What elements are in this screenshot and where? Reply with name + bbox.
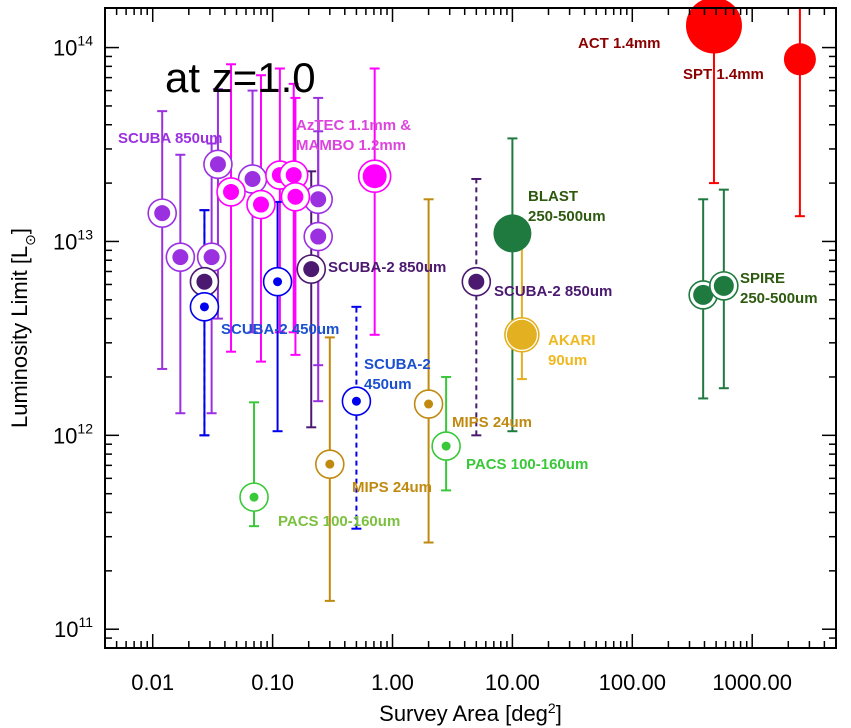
y-tick-exponent: 13 (77, 226, 93, 242)
series-label: SCUBA 850um (118, 130, 222, 147)
series-label: SPIRE (740, 270, 785, 287)
y-tick-mantissa: 10 (53, 423, 77, 448)
series-label: AKARI (548, 332, 596, 349)
data-point (362, 164, 387, 189)
y-tick-mantissa: 10 (53, 36, 77, 61)
data-point (441, 441, 451, 451)
x-tick-label: 1000.00 (712, 670, 792, 695)
series-label: MIPS 24um (352, 479, 432, 496)
x-axis-title-text: Survey Area [deg (379, 701, 548, 726)
y-tick-exponent: 11 (78, 614, 93, 630)
y-tick-exponent: 12 (77, 420, 93, 436)
x-tick-label: 0.10 (251, 670, 294, 695)
data-point (172, 249, 189, 266)
data-point (468, 273, 485, 290)
x-tick-label: 1.00 (371, 670, 414, 695)
y-axis-title-end: ] (7, 228, 32, 234)
data-point (351, 396, 361, 406)
data-point (424, 399, 434, 409)
series-label: PACS 100-160um (278, 513, 400, 530)
data-point (685, 0, 742, 54)
data-point (303, 261, 320, 278)
y-tick-label: 1012 (53, 420, 93, 448)
data-point (196, 273, 213, 290)
data-point (273, 277, 283, 287)
data-point (783, 43, 816, 76)
y-axis-title-text: Luminosity Limit [L (7, 246, 32, 428)
y-axis-title-sub: ⊙ (22, 234, 38, 246)
series-label: MIPS 24um (452, 414, 532, 431)
data-point (199, 302, 209, 312)
series-label: 90um (548, 352, 587, 369)
data-point (223, 183, 240, 200)
series-label: SCUBA-2 850um (494, 283, 612, 300)
data-point (310, 228, 327, 245)
series-label: PACS 100-160um (466, 456, 588, 473)
x-axis-title-end: ] (556, 701, 562, 726)
y-tick-mantissa: 10 (54, 617, 78, 642)
y-tick-label: 1013 (53, 226, 93, 254)
series-label: AzTEC 1.1mm & (296, 117, 411, 134)
y-tick-label: 1011 (54, 614, 93, 642)
data-point (693, 284, 714, 305)
plot-frame (104, 7, 837, 649)
x-axis-title-sup: 2 (548, 700, 556, 716)
data-point (285, 167, 302, 184)
data-point (252, 196, 269, 213)
series-label: SPT 1.4mm (683, 66, 764, 83)
series-label: SCUBA-2 (364, 356, 431, 373)
y-tick-label: 1014 (53, 33, 93, 61)
series-label: 250-500um (528, 208, 606, 225)
data-point (287, 188, 304, 205)
y-axis-title: Luminosity Limit [L⊙] (7, 228, 38, 428)
data-point (203, 249, 220, 266)
series-label: ACT 1.4mm (578, 35, 661, 52)
x-tick-label: 10.00 (485, 670, 540, 695)
data-point (154, 205, 171, 222)
x-tick-label: 100.00 (599, 670, 666, 695)
data-point (493, 214, 532, 253)
series-label: 250-500um (740, 290, 818, 307)
data-point (506, 319, 537, 350)
x-tick-label: 0.01 (131, 670, 174, 695)
redshift-annotation: at z=1.0 (165, 54, 316, 101)
series-label: BLAST (528, 188, 578, 205)
series-label: 450um (364, 376, 412, 393)
data-point (249, 492, 259, 502)
series-label: SCUBA-2 850um (328, 259, 446, 276)
y-tick-exponent: 14 (77, 33, 93, 49)
data-point (209, 156, 226, 173)
y-tick-mantissa: 10 (53, 229, 77, 254)
data-point (310, 191, 327, 208)
series-label: SCUBA-2 450um (221, 321, 339, 338)
data-point (244, 170, 261, 187)
data-point (713, 275, 734, 296)
series-label: MAMBO 1.2mm (296, 137, 406, 154)
data-point (325, 459, 335, 469)
x-axis-title: Survey Area [deg2] (379, 700, 562, 726)
